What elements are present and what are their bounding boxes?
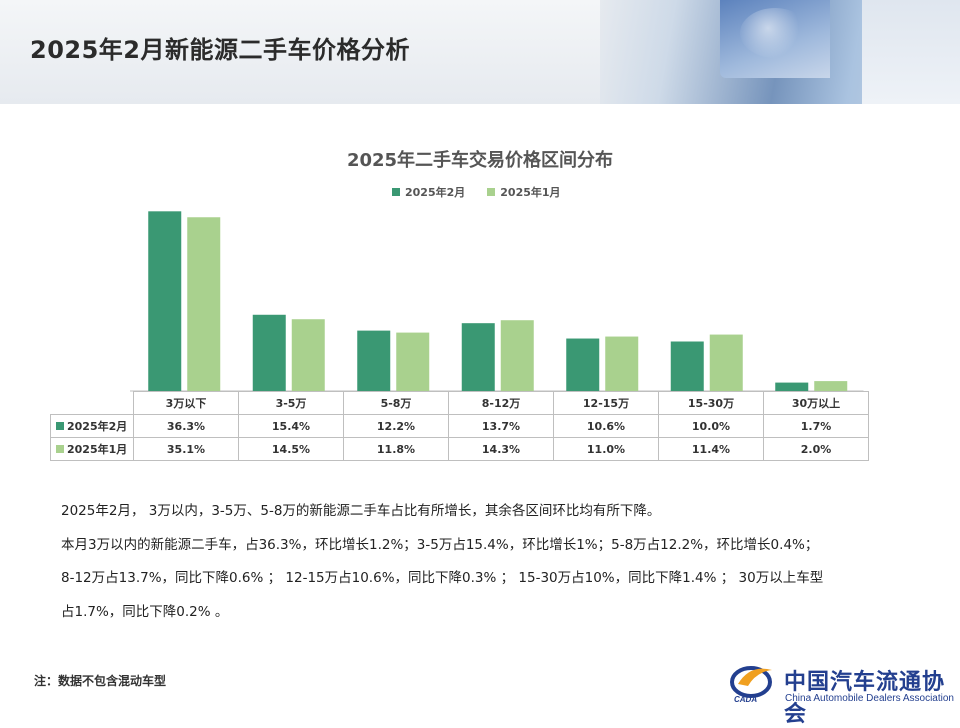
chart-data-table: 3万以下 3-5万 5-8万 8-12万 12-15万 15-30万 30万以上…	[50, 391, 869, 461]
note-paragraph: 8-12万占13.7%，同比下降0.6% ； 12-15万占10.6%，同比下降…	[61, 570, 824, 586]
table-series-name-jan: 2025年1月	[67, 443, 128, 456]
table-category-label: 3万以下	[133, 391, 239, 415]
legend-label-jan: 2025年1月	[500, 186, 561, 199]
header-globe-image	[740, 8, 810, 58]
table-category-label: 30万以上	[763, 391, 869, 415]
analysis-notes: 2025年2月， 3万以内，3-5万、5-8万的新能源二手车占比有所增长，其余各…	[61, 495, 941, 629]
bar-jan-2	[291, 319, 325, 391]
legend-label-feb: 2025年2月	[405, 186, 466, 199]
page-title: 2025年2月新能源二手车价格分析	[30, 36, 410, 64]
table-cell-feb: 10.6%	[553, 414, 659, 438]
table-cell-jan: 14.5%	[238, 437, 344, 461]
table-cell-jan: 11.8%	[343, 437, 449, 461]
table-corner	[51, 392, 134, 415]
bar-jan-6	[709, 334, 743, 391]
bar-jan-5	[605, 336, 639, 391]
bar-jan-3	[396, 332, 430, 391]
table-cell-jan: 11.4%	[658, 437, 764, 461]
note-paragraph: 2025年2月， 3万以内，3-5万、5-8万的新能源二手车占比有所增长，其余各…	[61, 503, 661, 519]
table-cell-jan: 14.3%	[448, 437, 554, 461]
table-row-jan: 2025年1月 35.1% 14.5% 11.8% 14.3% 11.0% 11…	[50, 437, 869, 461]
bar-jan-1	[187, 217, 221, 391]
header-cube-image-right	[862, 0, 960, 104]
table-cell-feb: 15.4%	[238, 414, 344, 438]
legend-item-jan: 2025年1月	[487, 184, 561, 200]
logo-name-en: China Automobile Dealers Association	[785, 693, 954, 704]
legend-swatch-feb	[392, 188, 400, 196]
table-cell-feb: 12.2%	[343, 414, 449, 438]
table-cell-jan: 35.1%	[133, 437, 239, 461]
chart-legend: 2025年2月 2025年1月	[392, 184, 561, 200]
table-swatch-feb	[56, 422, 64, 430]
table-header-row: 3万以下 3-5万 5-8万 8-12万 12-15万 15-30万 30万以上	[51, 391, 869, 415]
bar-feb-1	[148, 211, 182, 391]
table-cell-feb: 36.3%	[133, 414, 239, 438]
header-photo	[600, 0, 960, 104]
table-cell-jan: 11.0%	[553, 437, 659, 461]
note-paragraph: 占1.7%，同比下降0.2% 。	[61, 603, 229, 620]
bar-jan-7	[814, 381, 848, 391]
table-row-feb: 2025年2月 36.3% 15.4% 12.2% 13.7% 10.6% 10…	[50, 414, 869, 438]
table-row-header-jan: 2025年1月	[50, 437, 134, 461]
bar-feb-6	[670, 341, 704, 391]
table-cell-feb: 10.0%	[658, 414, 764, 438]
cada-logo-text: CADA	[734, 695, 757, 704]
chart-title: 2025年二手车交易价格区间分布	[346, 150, 614, 171]
table-category-label: 15-30万	[658, 391, 764, 415]
table-category-label: 3-5万	[238, 391, 344, 415]
bar-chart	[130, 211, 864, 392]
bar-feb-7	[775, 382, 809, 391]
cada-logo: CADA 中国汽车流通协会 China Automobile Dealers A…	[730, 660, 955, 727]
bar-feb-2	[252, 314, 286, 391]
bar-feb-3	[357, 330, 391, 391]
bar-jan-4	[500, 320, 534, 391]
bar-feb-4	[461, 323, 495, 391]
legend-swatch-jan	[487, 188, 496, 196]
table-category-label: 12-15万	[553, 391, 659, 415]
table-cell-feb: 13.7%	[448, 414, 554, 438]
note-paragraph: 本月3万以内的新能源二手车，占36.3%，环比增长1.2%；3-5万占15.4%…	[61, 536, 819, 553]
header-banner: 2025年2月新能源二手车价格分析	[0, 0, 960, 104]
table-cell-feb: 1.7%	[763, 414, 869, 438]
table-row-header-feb: 2025年2月	[50, 414, 134, 438]
table-cell-jan: 2.0%	[763, 437, 869, 461]
table-category-label: 5-8万	[343, 391, 449, 415]
legend-item-feb: 2025年2月	[392, 184, 465, 200]
cada-logo-mark: CADA	[730, 666, 772, 704]
table-series-name-feb: 2025年2月	[67, 420, 128, 433]
footnote: 注：数据不包含混动车型	[34, 674, 167, 688]
table-swatch-jan	[56, 445, 64, 453]
table-category-label: 8-12万	[448, 391, 554, 415]
bar-feb-5	[566, 338, 600, 391]
